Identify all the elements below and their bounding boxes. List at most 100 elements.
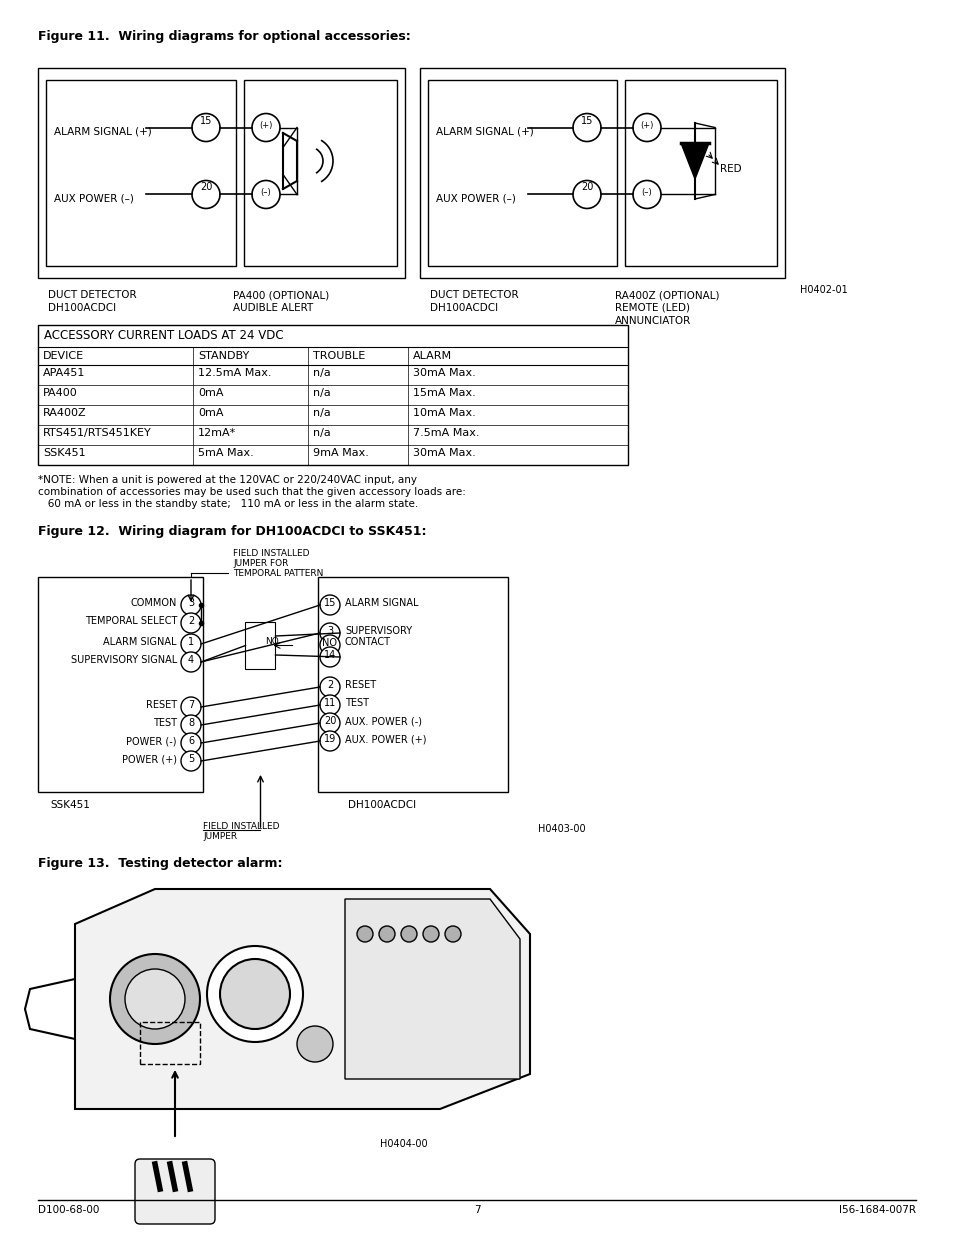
Text: 15: 15: [580, 116, 593, 126]
Text: PA400: PA400: [43, 388, 77, 398]
Text: 30mA Max.: 30mA Max.: [413, 448, 476, 458]
Text: COMMON: COMMON: [131, 598, 177, 608]
Text: NO: NO: [322, 638, 337, 648]
Text: n/a: n/a: [313, 429, 331, 438]
Text: REMOTE (LED): REMOTE (LED): [615, 303, 689, 312]
Text: 9mA Max.: 9mA Max.: [313, 448, 369, 458]
Circle shape: [319, 677, 339, 697]
Text: 11: 11: [323, 698, 335, 708]
Text: STANDBY: STANDBY: [198, 351, 249, 361]
Text: H0402-01: H0402-01: [800, 285, 847, 295]
Circle shape: [422, 926, 438, 942]
Bar: [317, 577, 507, 792]
Text: n/a: n/a: [313, 368, 331, 378]
Text: 0mA: 0mA: [198, 408, 223, 417]
Text: 6: 6: [188, 736, 193, 746]
Text: ALARM SIGNAL: ALARM SIGNAL: [345, 598, 418, 608]
Text: H0403-00: H0403-00: [537, 824, 585, 834]
Circle shape: [319, 695, 339, 715]
Circle shape: [181, 734, 201, 753]
Text: RA400Z: RA400Z: [43, 408, 87, 417]
Circle shape: [110, 953, 200, 1044]
Text: NO: NO: [265, 637, 279, 646]
Text: ALARM SIGNAL: ALARM SIGNAL: [103, 637, 177, 647]
Circle shape: [252, 114, 280, 142]
Text: 3: 3: [327, 626, 333, 636]
Circle shape: [181, 652, 201, 672]
Bar: [140, 1023, 200, 1065]
Text: Figure 11.  Wiring diagrams for optional accessories:: Figure 11. Wiring diagrams for optional …: [38, 30, 411, 43]
Text: 12mA*: 12mA*: [198, 429, 236, 438]
Circle shape: [181, 751, 201, 771]
Polygon shape: [680, 143, 708, 179]
Circle shape: [633, 180, 660, 209]
Text: 12.5mA Max.: 12.5mA Max.: [198, 368, 272, 378]
Text: (+): (+): [639, 121, 653, 130]
Text: AUDIBLE ALERT: AUDIBLE ALERT: [233, 303, 313, 312]
Bar: [38, 68, 405, 278]
Text: TEMPORAL SELECT: TEMPORAL SELECT: [85, 616, 177, 626]
Text: TEST: TEST: [345, 698, 369, 708]
Circle shape: [356, 926, 373, 942]
Text: I56-1684-007R: I56-1684-007R: [838, 1205, 915, 1215]
Text: 2: 2: [327, 680, 333, 690]
Text: DH100ACDCI: DH100ACDCI: [48, 303, 116, 312]
Text: 14: 14: [323, 650, 335, 659]
Text: 8: 8: [188, 718, 193, 727]
Circle shape: [181, 715, 201, 735]
Bar: [245, 622, 275, 669]
Text: SSK451: SSK451: [50, 800, 90, 810]
Text: ALARM: ALARM: [413, 351, 452, 361]
Circle shape: [220, 960, 290, 1029]
Text: 4: 4: [188, 655, 193, 664]
Text: 1: 1: [188, 637, 193, 647]
Circle shape: [573, 114, 600, 142]
Text: 7: 7: [474, 1205, 479, 1215]
Text: 15mA Max.: 15mA Max.: [413, 388, 476, 398]
Text: FIELD INSTALLED: FIELD INSTALLED: [233, 550, 309, 558]
Circle shape: [319, 635, 339, 655]
Text: 0mA: 0mA: [198, 388, 223, 398]
Circle shape: [378, 926, 395, 942]
Circle shape: [252, 180, 280, 209]
Text: JUMPER: JUMPER: [203, 832, 237, 841]
Text: (+): (+): [259, 121, 273, 130]
Text: PA400 (OPTIONAL): PA400 (OPTIONAL): [233, 290, 329, 300]
Text: DUCT DETECTOR: DUCT DETECTOR: [48, 290, 136, 300]
Bar: [624, 80, 776, 266]
Text: Figure 13.  Testing detector alarm:: Figure 13. Testing detector alarm:: [38, 857, 282, 869]
Text: CONTACT: CONTACT: [345, 637, 391, 647]
Text: n/a: n/a: [313, 388, 331, 398]
Text: RA400Z (OPTIONAL): RA400Z (OPTIONAL): [615, 290, 719, 300]
Polygon shape: [75, 889, 530, 1109]
Text: 5: 5: [188, 755, 193, 764]
Circle shape: [181, 613, 201, 634]
Text: 19: 19: [323, 734, 335, 743]
Text: 20: 20: [323, 716, 335, 726]
Circle shape: [319, 713, 339, 734]
Text: 7: 7: [188, 700, 193, 710]
Text: combination of accessories may be used such that the given accessory loads are:: combination of accessories may be used s…: [38, 487, 465, 496]
Circle shape: [400, 926, 416, 942]
Text: 10mA Max.: 10mA Max.: [413, 408, 476, 417]
Circle shape: [181, 595, 201, 615]
Text: TROUBLE: TROUBLE: [313, 351, 365, 361]
Circle shape: [207, 946, 303, 1042]
Text: APA451: APA451: [43, 368, 85, 378]
Text: JUMPER FOR: JUMPER FOR: [233, 559, 288, 568]
Text: TEMPORAL PATTERN: TEMPORAL PATTERN: [233, 569, 323, 578]
Text: RESET: RESET: [345, 680, 375, 690]
Circle shape: [181, 634, 201, 655]
Text: SSK451: SSK451: [43, 448, 86, 458]
Text: 5mA Max.: 5mA Max.: [198, 448, 253, 458]
Text: 30mA Max.: 30mA Max.: [413, 368, 476, 378]
Text: POWER (+): POWER (+): [122, 755, 177, 764]
Circle shape: [192, 180, 220, 209]
Circle shape: [181, 697, 201, 718]
Text: ACCESSORY CURRENT LOADS AT 24 VDC: ACCESSORY CURRENT LOADS AT 24 VDC: [44, 329, 283, 342]
Text: POWER (-): POWER (-): [127, 736, 177, 746]
Bar: [419, 68, 784, 278]
Text: 15: 15: [323, 598, 335, 608]
Text: (–): (–): [260, 188, 271, 196]
Text: ALARM SIGNAL (+): ALARM SIGNAL (+): [54, 126, 152, 137]
